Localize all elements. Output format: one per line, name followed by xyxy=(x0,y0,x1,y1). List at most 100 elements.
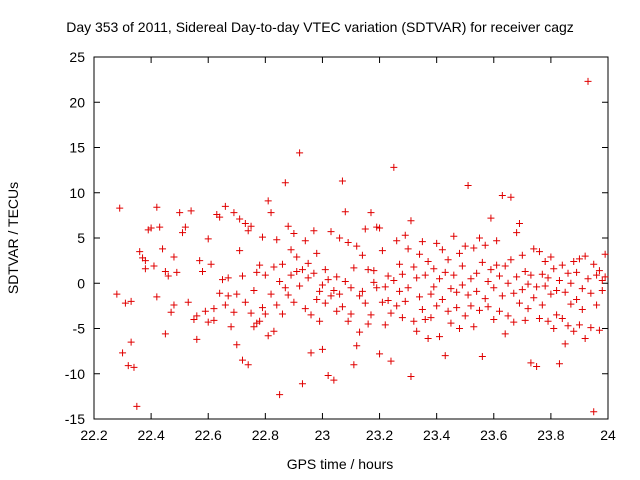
data-point xyxy=(561,288,569,296)
data-point xyxy=(367,209,375,217)
data-point xyxy=(507,256,515,264)
data-point xyxy=(547,253,555,261)
data-point xyxy=(207,260,215,268)
data-point xyxy=(227,323,235,331)
data-point xyxy=(190,315,198,323)
data-point xyxy=(381,321,389,329)
data-point xyxy=(513,273,521,281)
data-point xyxy=(470,244,478,252)
x-tick-label: 23 xyxy=(315,427,331,443)
data-point xyxy=(244,227,252,235)
data-point xyxy=(424,334,432,342)
data-point xyxy=(416,250,424,258)
data-point xyxy=(253,268,261,276)
data-point xyxy=(358,251,366,259)
data-point xyxy=(513,229,521,237)
data-point xyxy=(224,274,232,282)
x-tick-label: 22.8 xyxy=(252,427,279,443)
data-point xyxy=(421,271,429,279)
data-point xyxy=(204,235,212,243)
data-point xyxy=(350,361,358,369)
data-point xyxy=(221,202,229,210)
data-point xyxy=(318,345,326,353)
data-point xyxy=(461,312,469,320)
data-point xyxy=(544,317,552,325)
data-point xyxy=(593,301,601,309)
data-point xyxy=(464,291,472,299)
data-point xyxy=(436,275,444,283)
data-point xyxy=(555,277,563,285)
data-point xyxy=(310,269,318,277)
data-point xyxy=(424,258,432,266)
data-point xyxy=(296,149,304,157)
data-point xyxy=(584,77,592,85)
data-point xyxy=(456,325,464,332)
data-point xyxy=(356,292,364,300)
data-point xyxy=(256,317,264,325)
data-point xyxy=(116,204,124,212)
data-point xyxy=(393,237,401,245)
data-point xyxy=(501,262,509,270)
x-tick-label: 22.6 xyxy=(195,427,222,443)
data-point xyxy=(378,298,386,306)
data-point xyxy=(321,299,329,307)
data-point xyxy=(555,360,563,368)
data-point xyxy=(284,291,292,299)
data-point xyxy=(578,285,586,293)
data-point xyxy=(267,290,275,298)
data-point xyxy=(430,265,438,273)
data-point xyxy=(247,309,255,317)
data-point xyxy=(156,223,164,231)
data-point xyxy=(361,225,369,233)
data-point xyxy=(595,267,603,275)
data-point xyxy=(364,320,372,328)
data-point xyxy=(407,372,415,380)
y-tick-label: -10 xyxy=(65,366,85,382)
data-point xyxy=(567,300,575,308)
data-point xyxy=(281,284,289,292)
data-point xyxy=(224,292,232,300)
data-point xyxy=(281,179,289,187)
data-point xyxy=(464,182,472,190)
data-point xyxy=(481,241,489,249)
data-point xyxy=(210,316,218,324)
data-point xyxy=(276,391,284,399)
data-point xyxy=(356,328,364,336)
data-point xyxy=(527,271,535,279)
data-point xyxy=(575,321,583,329)
data-point xyxy=(490,284,498,292)
data-point xyxy=(347,310,355,318)
data-point xyxy=(310,227,318,235)
data-point xyxy=(587,289,595,297)
data-point xyxy=(416,293,424,301)
data-point xyxy=(230,308,238,316)
data-point xyxy=(450,232,458,240)
data-point xyxy=(127,338,135,346)
data-point xyxy=(153,293,161,301)
data-point xyxy=(398,314,406,322)
data-point xyxy=(504,312,512,320)
data-point xyxy=(401,297,409,305)
data-point xyxy=(119,349,127,357)
data-point xyxy=(444,307,452,315)
y-tick-label: -15 xyxy=(65,411,85,427)
data-point xyxy=(199,267,207,275)
data-point xyxy=(535,315,543,323)
data-point xyxy=(338,177,346,185)
data-point xyxy=(598,277,606,285)
data-point xyxy=(170,253,178,261)
data-point xyxy=(256,261,264,269)
data-point xyxy=(193,312,201,320)
data-point xyxy=(333,273,341,281)
y-axis-ticks: 25 20 15 10 5 0 -5 -10 -15 xyxy=(65,49,608,427)
data-point xyxy=(133,402,141,410)
data-point xyxy=(327,292,335,300)
data-point xyxy=(401,231,409,239)
data-point xyxy=(147,224,155,232)
data-point xyxy=(350,264,358,272)
data-point xyxy=(141,257,149,265)
data-point xyxy=(470,323,478,331)
data-point xyxy=(484,277,492,285)
data-point xyxy=(495,272,503,280)
data-point xyxy=(361,299,369,307)
